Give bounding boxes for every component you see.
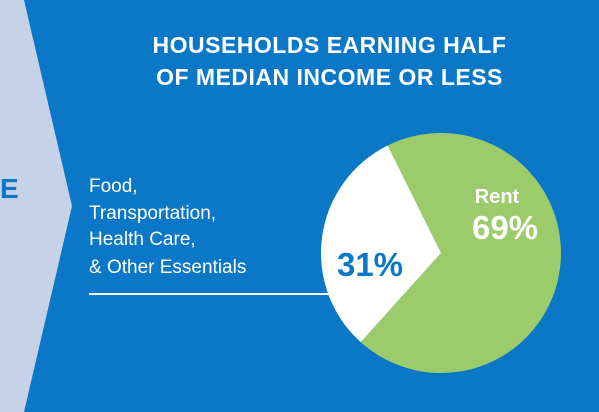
callout-label-line-1: Food, [89,176,138,197]
pie-slice-rent [360,132,561,373]
chart-title-line-1: HOUSEHOLDS EARNING HALF [152,32,507,58]
callout-label-line-3: Health Care, [89,229,196,250]
left-panel-partial-letter: E [0,173,19,204]
pie-slices-group [320,132,561,373]
callout-underline [89,293,351,295]
chart-title-line-2: OF MEDIAN INCOME OR LESS [156,64,503,90]
slice-label-other-percent: 31% [337,246,403,283]
slice-label-rent-percent: 69% [472,209,538,246]
pie-slice-other-essentials [320,145,441,343]
left-panel-chevron [0,0,72,412]
callout-label-line-4: & Other Essentials [89,257,247,278]
slice-label-rent-name: Rent [475,186,520,208]
callout-label-line-2: Transportation, [89,203,217,224]
